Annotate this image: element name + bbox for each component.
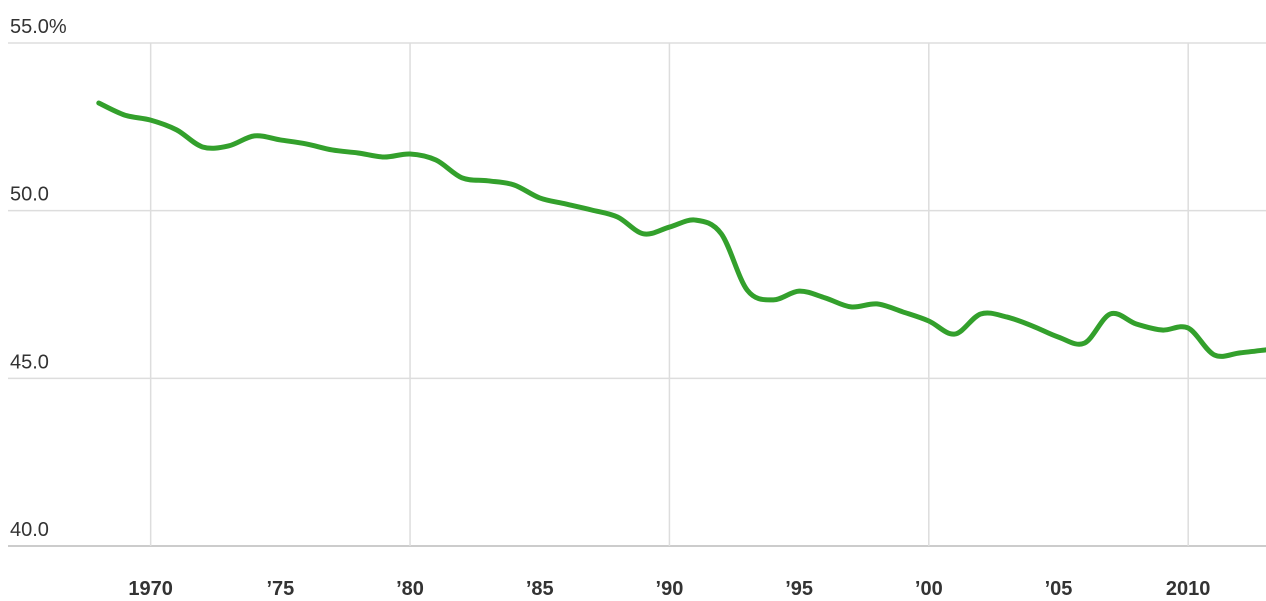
x-tick-label: ’80: [396, 578, 424, 600]
x-tick-label: ’00: [915, 578, 943, 600]
x-tick-label: 1970: [128, 578, 173, 600]
x-tick-label: ’75: [266, 578, 294, 600]
x-tick-label: ’95: [785, 578, 813, 600]
x-tick-label: ’90: [656, 578, 684, 600]
y-tick-label: 55.0%: [10, 16, 67, 38]
x-tick-label: ’05: [1045, 578, 1073, 600]
y-tick-label: 45.0: [10, 351, 49, 373]
data-line: [96, 100, 1266, 359]
y-tick-label: 40.0: [10, 519, 49, 541]
x-tick-label: ’85: [526, 578, 554, 600]
y-tick-label: 50.0: [10, 184, 49, 206]
x-tick-label: 2010: [1166, 578, 1211, 600]
